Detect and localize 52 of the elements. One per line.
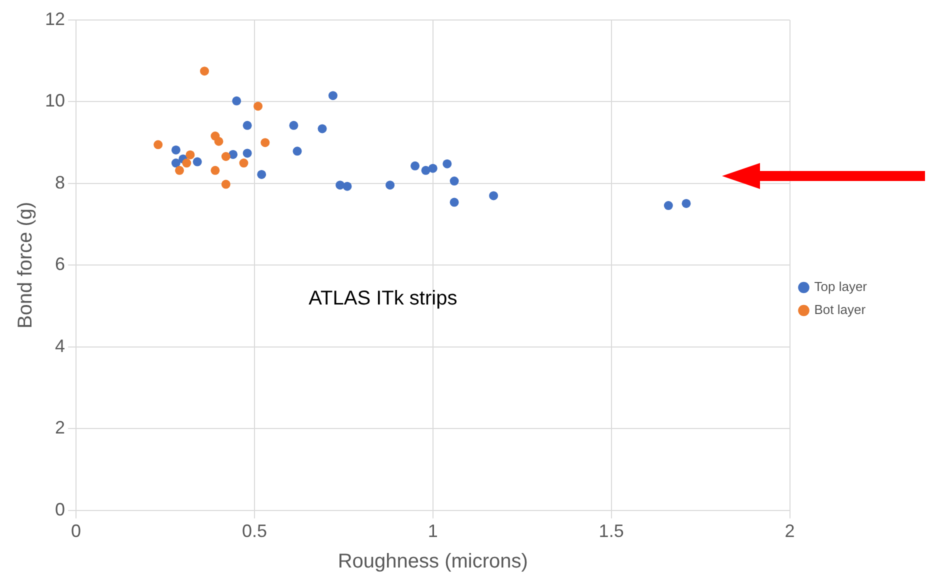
y-tick-label: 12 (44, 8, 66, 29)
point (336, 180, 345, 190)
point (664, 201, 673, 210)
point (239, 158, 248, 168)
point (450, 198, 459, 207)
x-tick-label: 0 (71, 521, 82, 542)
point (242, 120, 252, 130)
legend-label: Bot layer (814, 302, 866, 318)
x-tick-label: 1 (428, 521, 438, 542)
point (428, 164, 438, 173)
point (186, 150, 195, 160)
y-tick-label: 2 (55, 418, 66, 438)
point (171, 158, 180, 168)
point (228, 150, 238, 159)
point (342, 182, 352, 191)
point (682, 198, 691, 208)
x-axis-title: Roughness (microns) (338, 550, 528, 573)
point (257, 170, 266, 179)
point (318, 124, 327, 134)
point (182, 158, 192, 168)
legend-label: Top layer (814, 279, 868, 294)
point (232, 96, 242, 106)
point (410, 161, 420, 170)
point (386, 180, 395, 190)
x-tick-label: 1.5 (598, 521, 624, 542)
point (289, 120, 298, 130)
point (254, 102, 263, 111)
y-tick-label: 8 (55, 172, 66, 192)
point (260, 138, 270, 148)
point (200, 66, 209, 76)
point (450, 176, 459, 186)
point (221, 152, 230, 161)
y-tick-label: 6 (55, 254, 66, 274)
point (154, 140, 163, 150)
y-axis-title: Bond force (g) (14, 202, 37, 329)
point (192, 157, 202, 166)
point (221, 180, 230, 189)
x-tick-label: 2 (784, 521, 795, 542)
point (214, 136, 224, 146)
y-tick-label: 0 (55, 499, 66, 520)
annotation: ATLAS ITk strips (308, 287, 458, 310)
point (210, 166, 220, 175)
x-tick-label: 0.5 (242, 521, 267, 542)
point (442, 159, 452, 168)
point (328, 91, 338, 100)
point (175, 166, 184, 175)
y-tick-label: 10 (44, 90, 66, 111)
point (292, 146, 302, 156)
point (171, 145, 180, 154)
y-tick-label: 4 (55, 336, 66, 356)
point (489, 191, 498, 200)
point (242, 148, 252, 158)
